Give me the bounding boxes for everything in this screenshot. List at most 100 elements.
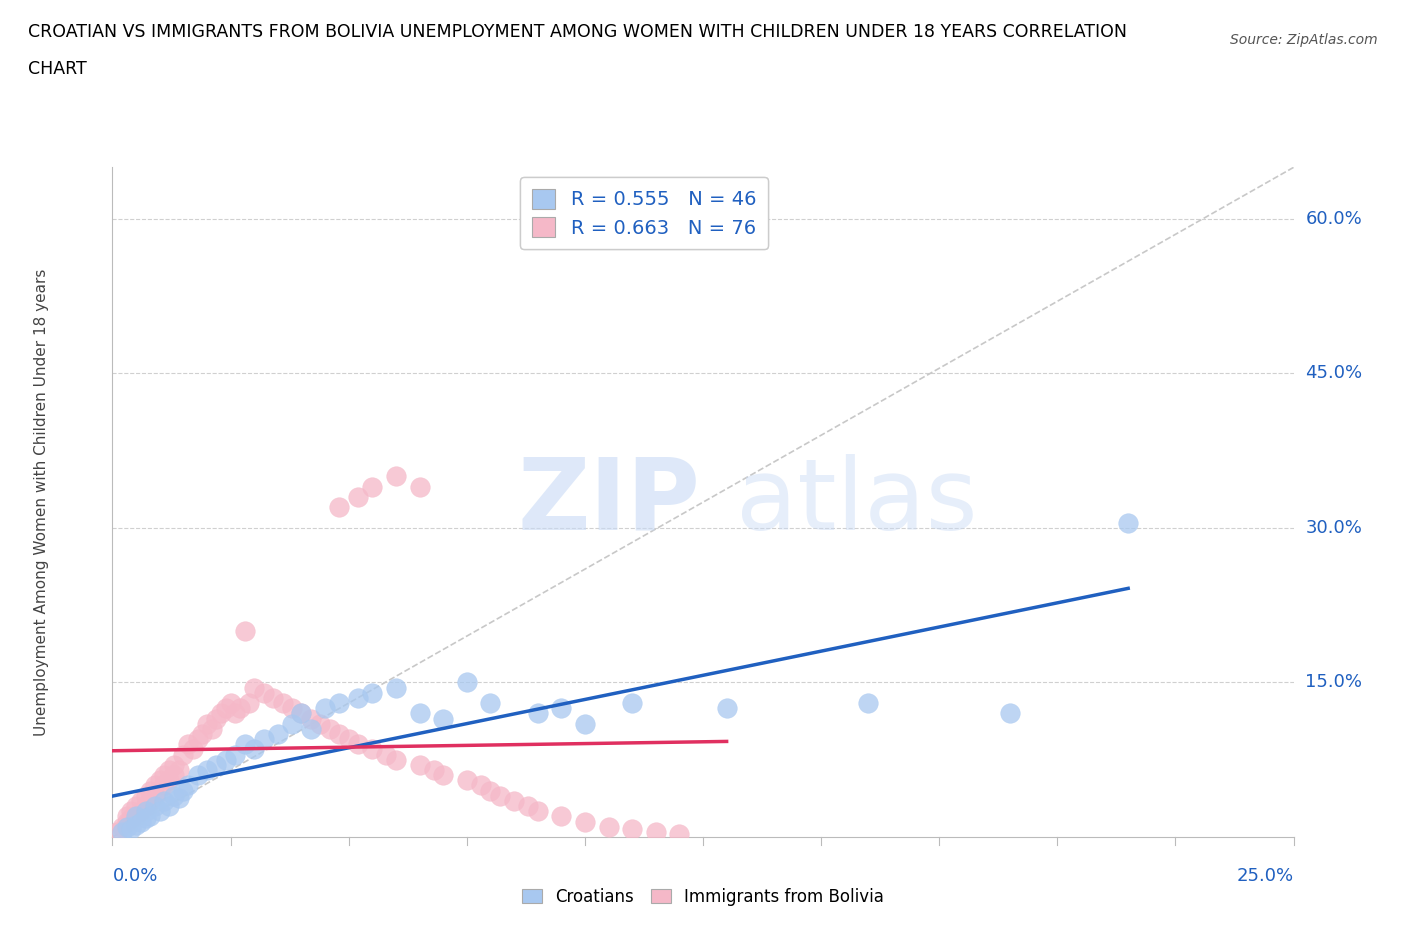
Point bbox=[153, 768, 176, 783]
Point bbox=[361, 742, 384, 757]
Point bbox=[229, 701, 252, 716]
Point bbox=[233, 623, 256, 638]
Point bbox=[299, 711, 322, 726]
Point bbox=[432, 768, 454, 783]
Point bbox=[668, 827, 690, 842]
Point bbox=[177, 778, 200, 793]
Point bbox=[135, 804, 157, 818]
Point bbox=[215, 701, 238, 716]
Point bbox=[135, 789, 157, 804]
Point bbox=[281, 716, 304, 731]
Point bbox=[517, 799, 540, 814]
Point bbox=[408, 706, 430, 721]
Point bbox=[125, 809, 148, 824]
Text: 15.0%: 15.0% bbox=[1305, 673, 1362, 692]
Text: 30.0%: 30.0% bbox=[1305, 519, 1362, 537]
Point bbox=[201, 722, 224, 737]
Point bbox=[238, 696, 260, 711]
Point bbox=[598, 819, 620, 834]
Point bbox=[105, 824, 128, 839]
Point bbox=[621, 696, 644, 711]
Point bbox=[233, 737, 256, 751]
Point bbox=[139, 793, 162, 808]
Point bbox=[143, 799, 166, 814]
Point bbox=[219, 696, 242, 711]
Point bbox=[139, 809, 162, 824]
Point bbox=[361, 479, 384, 494]
Point bbox=[503, 793, 526, 808]
Point bbox=[129, 814, 152, 829]
Text: atlas: atlas bbox=[735, 454, 977, 551]
Point bbox=[253, 685, 276, 700]
Point bbox=[224, 706, 246, 721]
Point bbox=[163, 789, 186, 804]
Text: 25.0%: 25.0% bbox=[1236, 867, 1294, 885]
Point bbox=[644, 824, 666, 839]
Point bbox=[385, 752, 408, 767]
Point bbox=[319, 722, 342, 737]
Point bbox=[526, 804, 548, 818]
Point bbox=[167, 790, 190, 805]
Point bbox=[149, 773, 172, 788]
Point bbox=[408, 479, 430, 494]
Point bbox=[385, 680, 408, 695]
Point bbox=[550, 809, 572, 824]
Point bbox=[267, 726, 290, 741]
Text: CHART: CHART bbox=[28, 60, 87, 78]
Point bbox=[125, 799, 148, 814]
Point bbox=[422, 763, 444, 777]
Point bbox=[328, 726, 350, 741]
Text: 0.0%: 0.0% bbox=[112, 867, 157, 885]
Point bbox=[243, 680, 266, 695]
Point bbox=[224, 747, 246, 762]
Point bbox=[299, 722, 322, 737]
Point bbox=[163, 768, 186, 783]
Point bbox=[243, 742, 266, 757]
Point bbox=[205, 711, 228, 726]
Point bbox=[125, 809, 148, 824]
Point bbox=[408, 757, 430, 772]
Point bbox=[574, 716, 596, 731]
Point bbox=[111, 819, 134, 834]
Point bbox=[479, 783, 502, 798]
Point bbox=[120, 811, 142, 826]
Point bbox=[347, 737, 370, 751]
Point bbox=[157, 799, 180, 814]
Point bbox=[153, 793, 176, 808]
Point bbox=[120, 821, 142, 836]
Point bbox=[998, 706, 1021, 721]
Point bbox=[716, 701, 738, 716]
Point bbox=[432, 711, 454, 726]
Point bbox=[215, 752, 238, 767]
Point bbox=[375, 747, 398, 762]
Point bbox=[181, 742, 204, 757]
Point bbox=[271, 696, 294, 711]
Point bbox=[262, 690, 284, 705]
Text: Source: ZipAtlas.com: Source: ZipAtlas.com bbox=[1230, 33, 1378, 46]
Point bbox=[347, 489, 370, 504]
Point bbox=[470, 778, 492, 793]
Point bbox=[290, 706, 312, 721]
Point bbox=[456, 773, 478, 788]
Point bbox=[143, 789, 166, 804]
Point bbox=[550, 701, 572, 716]
Point bbox=[337, 732, 360, 747]
Point bbox=[129, 793, 152, 808]
Point bbox=[191, 726, 214, 741]
Point bbox=[858, 696, 880, 711]
Point bbox=[120, 804, 142, 818]
Point bbox=[172, 747, 194, 762]
Legend: Croatians, Immigrants from Bolivia: Croatians, Immigrants from Bolivia bbox=[516, 881, 890, 912]
Text: CROATIAN VS IMMIGRANTS FROM BOLIVIA UNEMPLOYMENT AMONG WOMEN WITH CHILDREN UNDER: CROATIAN VS IMMIGRANTS FROM BOLIVIA UNEM… bbox=[28, 23, 1128, 41]
Point bbox=[209, 706, 232, 721]
Text: Unemployment Among Women with Children Under 18 years: Unemployment Among Women with Children U… bbox=[34, 269, 49, 736]
Point bbox=[526, 706, 548, 721]
Point bbox=[253, 732, 276, 747]
Point bbox=[1116, 515, 1139, 530]
Point bbox=[149, 804, 172, 818]
Point bbox=[157, 763, 180, 777]
Text: 45.0%: 45.0% bbox=[1305, 365, 1362, 382]
Point bbox=[385, 469, 408, 484]
Point bbox=[328, 500, 350, 515]
Point bbox=[309, 716, 332, 731]
